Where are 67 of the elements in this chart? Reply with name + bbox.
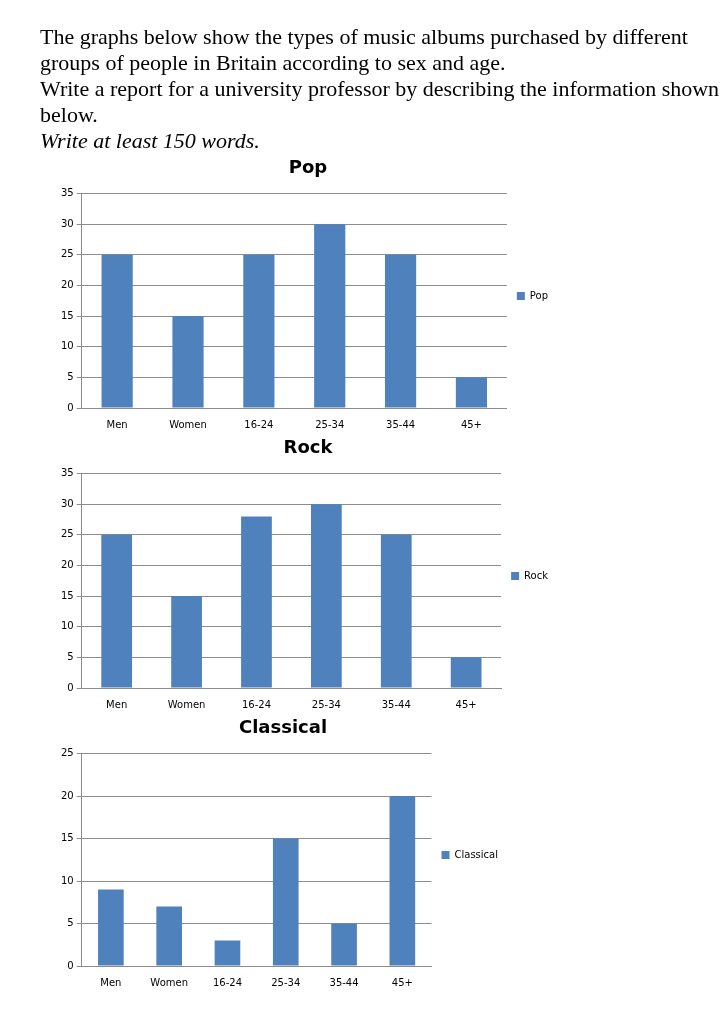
bar <box>384 254 417 408</box>
bar <box>101 254 133 408</box>
x-tick-label: 35-44 <box>386 418 416 430</box>
bar <box>171 596 202 688</box>
y-tick-label: 30 <box>60 217 74 229</box>
x-tick-label: Men <box>106 418 128 430</box>
bar <box>101 534 133 688</box>
x-tick-label: Women <box>169 418 207 430</box>
y-tick-label: 20 <box>60 279 74 291</box>
x-tick-label: Men <box>106 698 128 710</box>
y-tick-label: 10 <box>60 340 74 352</box>
chart-title: Pop <box>288 156 328 178</box>
x-tick-label: 35-44 <box>381 698 411 710</box>
y-tick-label: 35 <box>60 187 74 199</box>
text: The graphs below show the types of music albums purchased by different groups of people in Britain according to sex and age. <box>40 24 689 76</box>
y-tick-label: 0 <box>67 681 74 693</box>
y-tick-label: 10 <box>60 874 74 886</box>
y-tick-label: 15 <box>60 309 74 321</box>
y-tick-label: 0 <box>67 959 74 971</box>
y-tick-label: 15 <box>60 589 74 601</box>
y-tick-label: 5 <box>67 650 74 662</box>
y-tick-label: 5 <box>67 917 74 929</box>
bar <box>310 504 342 688</box>
bar <box>455 377 488 408</box>
x-tick-label: 16-24 <box>241 698 271 710</box>
bar <box>450 657 482 688</box>
x-tick-label: 45+ <box>455 698 477 710</box>
x-tick-label: 16-24 <box>212 976 242 988</box>
x-tick-label: 45+ <box>391 976 413 988</box>
bar <box>380 534 412 688</box>
y-tick-label: 30 <box>60 497 74 509</box>
bar <box>98 889 124 966</box>
text: Write at least 150 words. <box>40 128 261 154</box>
y-tick-label: 20 <box>60 559 74 571</box>
bar <box>331 923 357 966</box>
bar <box>243 254 275 408</box>
chart-title: Classical <box>238 716 328 738</box>
x-tick-label: 25-34 <box>271 976 301 988</box>
bar <box>314 224 346 408</box>
y-tick-label: 20 <box>60 789 74 801</box>
x-tick-label: Women <box>150 976 188 988</box>
x-tick-label: 25-34 <box>311 698 341 710</box>
bar <box>241 516 272 688</box>
y-tick-label: 0 <box>67 401 74 413</box>
y-tick-label: 15 <box>60 832 74 844</box>
bar <box>172 316 204 408</box>
y-tick-label: 10 <box>60 620 74 632</box>
chart-title: Rock <box>283 436 334 458</box>
y-tick-label: 5 <box>67 370 74 382</box>
y-tick-label: 35 <box>60 467 74 479</box>
x-tick-label: 45+ <box>460 418 482 430</box>
x-tick-label: 16-24 <box>244 418 274 430</box>
x-tick-label: Women <box>167 698 206 710</box>
legend-label: Rock <box>524 569 549 581</box>
bar <box>214 940 241 966</box>
y-tick-label: 25 <box>60 248 74 260</box>
x-tick-label: 35-44 <box>329 976 359 988</box>
y-tick-label: 25 <box>60 747 74 759</box>
bar <box>389 796 416 966</box>
legend-label: Classical <box>454 848 499 860</box>
bar <box>156 906 182 966</box>
bar <box>272 838 299 966</box>
x-tick-label: Men <box>100 976 122 988</box>
x-tick-label: 25-34 <box>315 418 345 430</box>
legend-label: Pop <box>529 289 548 301</box>
y-tick-label: 25 <box>60 528 74 540</box>
text: Write a report for a university professor by describing the information shown below. <box>40 76 720 128</box>
